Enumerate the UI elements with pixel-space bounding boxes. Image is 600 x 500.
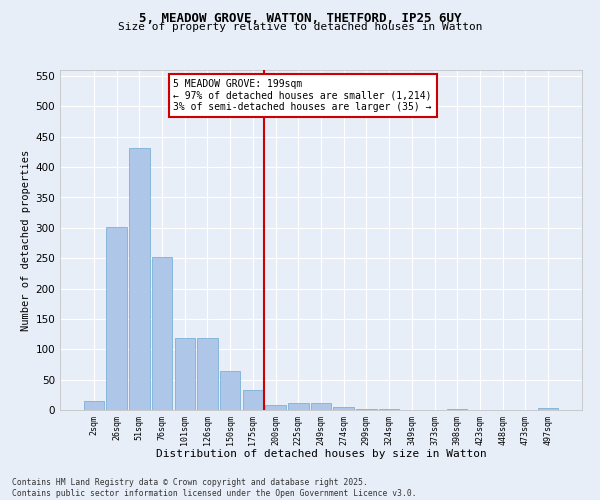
Bar [334,407,354,410]
Bar [175,338,195,410]
Text: 5, MEADOW GROVE, WATTON, THETFORD, IP25 6UY: 5, MEADOW GROVE, WATTON, THETFORD, IP25 … [139,12,461,26]
Bar [242,390,263,410]
Text: Contains HM Land Registry data © Crown copyright and database right 2025.
Contai: Contains HM Land Registry data © Crown c… [12,478,416,498]
Bar [84,401,104,410]
Y-axis label: Number of detached properties: Number of detached properties [21,150,31,330]
Bar [288,404,308,410]
X-axis label: Distribution of detached houses by size in Watton: Distribution of detached houses by size … [155,449,487,459]
Bar [220,370,241,410]
Bar [106,226,127,410]
Text: 5 MEADOW GROVE: 199sqm
← 97% of detached houses are smaller (1,214)
3% of semi-d: 5 MEADOW GROVE: 199sqm ← 97% of detached… [173,79,432,112]
Bar [356,409,377,410]
Text: Size of property relative to detached houses in Watton: Size of property relative to detached ho… [118,22,482,32]
Bar [538,408,558,410]
Bar [129,148,149,410]
Bar [265,405,286,410]
Bar [152,257,172,410]
Bar [311,404,331,410]
Bar [197,338,218,410]
